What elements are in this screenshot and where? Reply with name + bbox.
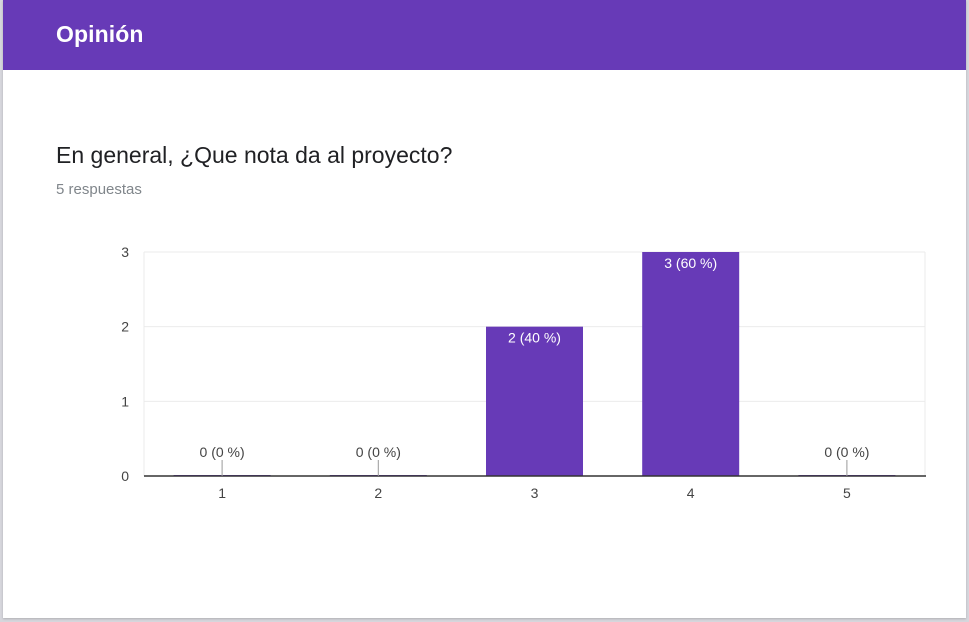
data-label: 0 (0 %) bbox=[824, 444, 869, 460]
x-axis: 1 2 3 4 5 bbox=[218, 485, 851, 501]
y-tick-label: 2 bbox=[121, 319, 129, 335]
x-tick-label: 5 bbox=[843, 485, 851, 501]
y-axis: 0 1 2 3 bbox=[121, 244, 129, 484]
data-labels: 0 (0 %) 0 (0 %) 2 (40 %) 3 (60 %) 0 (0 %) bbox=[200, 255, 869, 476]
section-title: Opinión bbox=[56, 21, 144, 47]
x-tick-label: 2 bbox=[374, 485, 382, 501]
section-header: Opinión bbox=[3, 0, 966, 70]
bar bbox=[486, 326, 583, 476]
data-label: 0 (0 %) bbox=[200, 444, 245, 460]
y-tick-label: 0 bbox=[121, 468, 129, 484]
data-label: 2 (40 %) bbox=[508, 330, 561, 346]
bar-chart: 0 1 2 3 1 2 3 4 5 0 (0 %) 0 (0 %) 2 (40 %) 3 (60 %… bbox=[121, 244, 926, 501]
data-label: 3 (60 %) bbox=[664, 255, 717, 271]
x-tick-label: 1 bbox=[218, 485, 226, 501]
chart-bars bbox=[173, 252, 896, 476]
response-count: 5 respuestas bbox=[56, 181, 142, 198]
y-tick-label: 1 bbox=[121, 393, 129, 409]
bar bbox=[642, 252, 740, 476]
y-tick-label: 3 bbox=[121, 244, 129, 260]
question-title: En general, ¿Que nota da al proyecto? bbox=[56, 142, 453, 168]
x-tick-label: 3 bbox=[531, 485, 539, 501]
response-summary-card: Opinión En general, ¿Que nota da al proy… bbox=[3, 0, 966, 618]
x-tick-label: 4 bbox=[687, 485, 695, 501]
data-label: 0 (0 %) bbox=[356, 444, 401, 460]
